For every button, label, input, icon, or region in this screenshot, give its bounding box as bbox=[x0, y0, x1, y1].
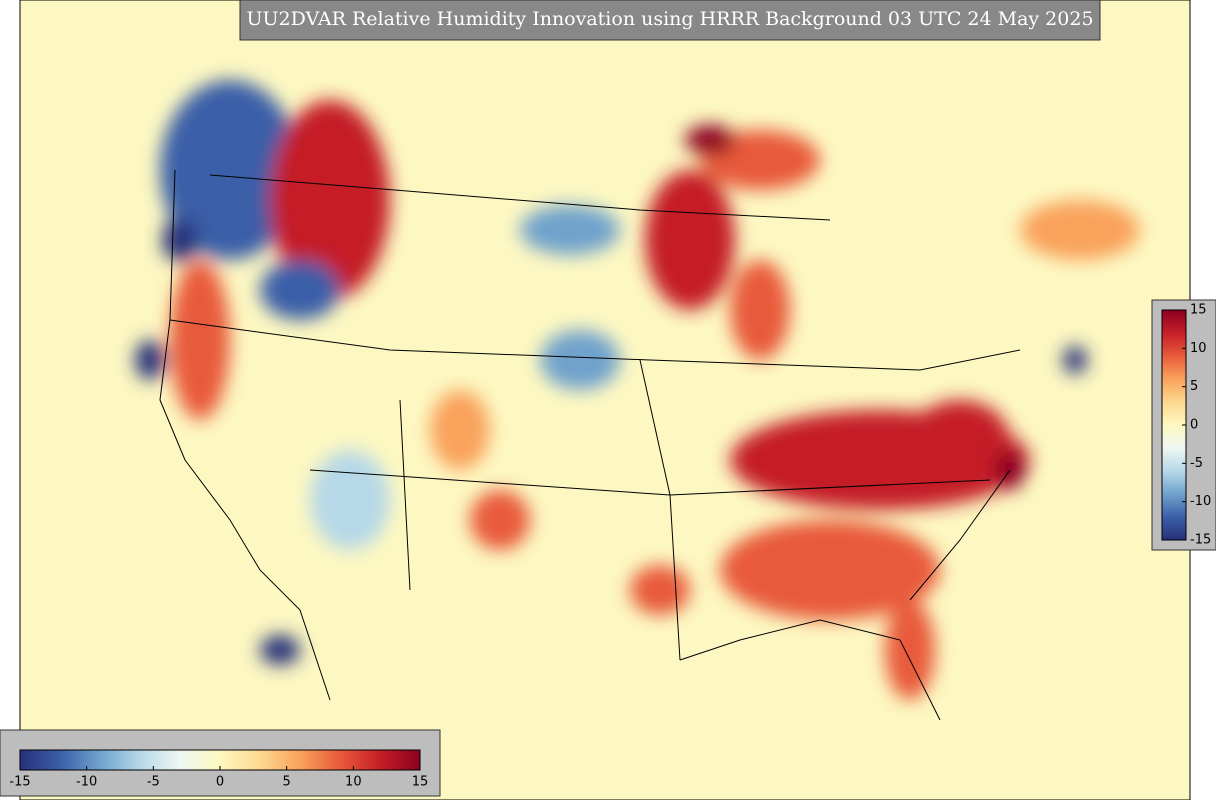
title-box bbox=[239, 0, 1101, 41]
tick-label: -10 bbox=[1190, 494, 1211, 509]
tick-label: 15 bbox=[1190, 303, 1207, 318]
tick-label: -5 bbox=[147, 775, 160, 790]
boundaries bbox=[159, 169, 1021, 721]
tick-label: 10 bbox=[345, 775, 362, 790]
tick-label: 0 bbox=[1190, 418, 1198, 433]
tick-label: -5 bbox=[1190, 456, 1203, 471]
tick-label: 5 bbox=[283, 775, 291, 790]
tick-label: 10 bbox=[1190, 341, 1207, 356]
tick-label: -15 bbox=[9, 775, 30, 790]
tick-label: 5 bbox=[1190, 379, 1198, 394]
tick-label: 0 bbox=[216, 775, 224, 790]
field bbox=[135, 80, 1140, 700]
tick-label: -10 bbox=[76, 775, 97, 790]
tick-label: -15 bbox=[1190, 533, 1211, 548]
tick-label: 15 bbox=[412, 775, 429, 790]
title: UU2DVAR Relative Humidity Innovation usi… bbox=[246, 8, 1093, 30]
